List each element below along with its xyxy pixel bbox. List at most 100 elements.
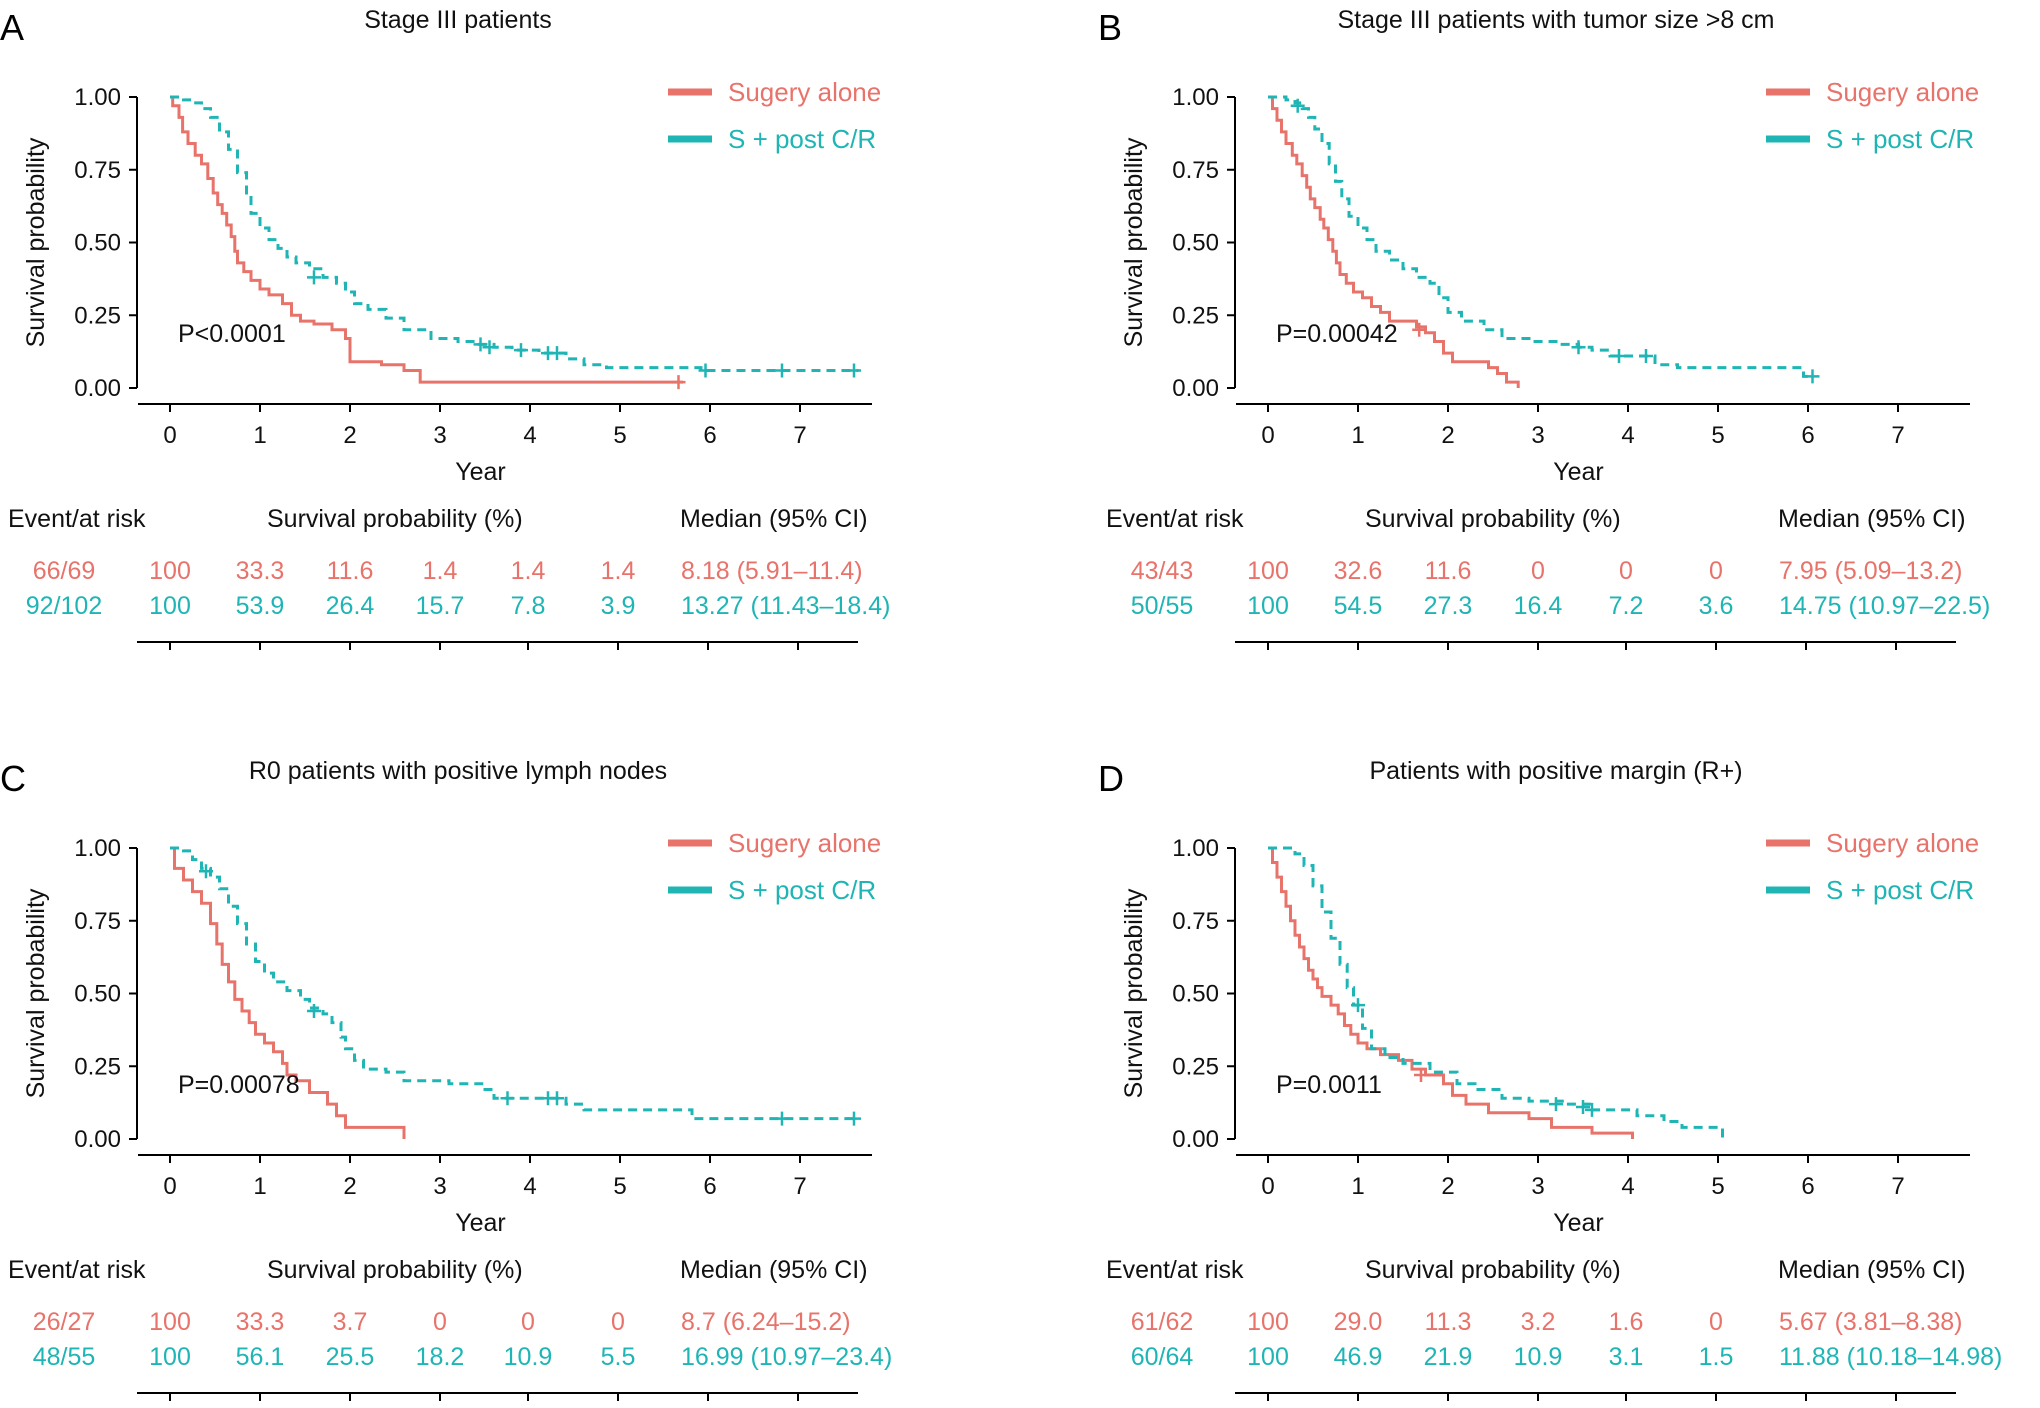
censor-mark <box>550 1091 564 1106</box>
x-tick-label: 4 <box>523 422 536 449</box>
y-tick-label: 0.00 <box>1172 1126 1219 1153</box>
y-tick-label: 0.75 <box>1172 157 1219 184</box>
y-axis-title: Survival probability <box>1120 137 1148 347</box>
table-event-cell: 61/62 <box>1131 1308 1194 1336</box>
censor-mark <box>1639 348 1653 363</box>
censor-mark <box>1414 1067 1428 1082</box>
table-event-cell: 66/69 <box>33 557 96 585</box>
x-tick-label: 2 <box>1441 422 1454 449</box>
x-tick-label: 5 <box>1711 1173 1724 1200</box>
table-survival-cell: 32.6 <box>1334 557 1383 585</box>
p-value: P=0.0011 <box>1276 1071 1382 1099</box>
table-survival-cell: 5.5 <box>601 1343 636 1371</box>
y-tick-label: 0.75 <box>74 908 121 935</box>
table-survival-cell: 46.9 <box>1334 1343 1383 1371</box>
series-line-surgery <box>170 95 683 384</box>
table-survival-cell: 1.4 <box>601 557 636 585</box>
censor-mark <box>307 1003 321 1018</box>
table-survival-cell: 3.7 <box>333 1308 368 1336</box>
panel-d: D Patients with positive margin (R+) 0.00 0… <box>1098 757 2002 1401</box>
table-survival-cell: 25.5 <box>326 1343 375 1371</box>
table-header-survival: Survival probability (%) <box>1365 1256 1621 1284</box>
y-tick-label: 0.00 <box>1172 375 1219 402</box>
table-survival-cell: 100 <box>149 557 191 585</box>
table-header-median: Median (95% CI) <box>680 505 868 533</box>
x-tick-label: 6 <box>703 1173 716 1200</box>
table-header-median: Median (95% CI) <box>680 1256 868 1284</box>
table-event-cell: 48/55 <box>33 1343 96 1371</box>
series-line-combined <box>1268 846 1724 1139</box>
censor-mark <box>698 363 713 378</box>
x-tick-label: 5 <box>1711 422 1724 449</box>
chart-title: R0 patients with positive lymph nodes <box>249 757 667 785</box>
x-tick-label: 4 <box>1621 422 1634 449</box>
censor-mark <box>847 363 861 378</box>
table-median-cell: 8.7 (6.24–15.2) <box>681 1308 851 1336</box>
censor-mark <box>473 337 488 352</box>
y-axis-title: Survival probability <box>22 137 50 347</box>
panel-letter: D <box>1098 758 1124 799</box>
x-tick-label: 6 <box>1801 1173 1814 1200</box>
table-survival-cell: 0 <box>1709 557 1723 585</box>
table-survival-cell: 26.4 <box>326 592 375 620</box>
y-tick-label: 0.25 <box>74 302 121 329</box>
table-survival-cell: 0 <box>1709 1308 1723 1336</box>
table-survival-cell: 0 <box>433 1308 447 1336</box>
panel-letter: A <box>0 7 24 48</box>
table-header-event: Event/at risk <box>1106 505 1244 533</box>
x-axis-title: Year <box>455 458 506 486</box>
y-tick-label: 0.50 <box>1172 230 1219 257</box>
table-header-median: Median (95% CI) <box>1778 505 1966 533</box>
table-survival-cell: 10.9 <box>504 1343 553 1371</box>
p-value: P=0.00042 <box>1276 320 1398 348</box>
table-survival-cell: 0 <box>1619 557 1633 585</box>
censor-mark <box>1576 1099 1590 1114</box>
table-event-cell: 26/27 <box>33 1308 96 1336</box>
y-tick-label: 1.00 <box>1172 835 1219 862</box>
table-header-event: Event/at risk <box>8 1256 146 1284</box>
table-header-survival: Survival probability (%) <box>267 505 523 533</box>
x-tick-label: 1 <box>253 422 266 449</box>
censor-mark <box>500 1091 515 1106</box>
x-tick-label: 1 <box>1351 422 1364 449</box>
y-tick-label: 0.25 <box>74 1053 121 1080</box>
table-survival-cell: 16.4 <box>1514 592 1563 620</box>
x-tick-label: 3 <box>1531 422 1544 449</box>
x-tick-label: 7 <box>1891 1173 1904 1200</box>
table-survival-cell: 100 <box>149 592 191 620</box>
legend-label: Sugery alone <box>728 828 881 858</box>
y-tick-label: 0.50 <box>74 230 121 257</box>
panel-letter: B <box>1098 7 1122 48</box>
legend-label: Sugery alone <box>1826 828 1979 858</box>
x-axis-title: Year <box>1553 458 1604 486</box>
y-axis-title: Survival probability <box>22 888 50 1098</box>
censor-mark <box>1805 369 1820 384</box>
x-tick-label: 3 <box>433 1173 446 1200</box>
table-survival-cell: 11.3 <box>1425 1308 1472 1336</box>
censor-mark <box>1585 1102 1599 1117</box>
censor-mark <box>775 363 789 378</box>
y-tick-label: 0.75 <box>1172 908 1219 935</box>
y-tick-label: 0.00 <box>74 1126 121 1153</box>
table-survival-cell: 3.2 <box>1521 1308 1556 1336</box>
y-tick-label: 1.00 <box>74 835 121 862</box>
x-tick-label: 1 <box>253 1173 266 1200</box>
table-survival-cell: 100 <box>1247 1308 1289 1336</box>
panel-a: A Stage III patients 0.00 0.25 0.50 0.75 1.00 S… <box>0 6 890 650</box>
y-tick-label: 0.50 <box>74 981 121 1008</box>
x-tick-label: 3 <box>1531 1173 1544 1200</box>
censor-mark <box>199 864 213 879</box>
table-survival-cell: 29.0 <box>1334 1308 1383 1336</box>
series-line-combined <box>170 846 859 1121</box>
table-median-cell: 16.99 (10.97–23.4) <box>681 1343 892 1371</box>
censor-mark <box>775 1111 789 1126</box>
table-survival-cell: 53.9 <box>236 592 285 620</box>
x-tick-label: 0 <box>163 422 176 449</box>
censor-mark <box>847 1111 861 1126</box>
table-survival-cell: 0 <box>611 1308 625 1336</box>
x-tick-label: 5 <box>613 1173 626 1200</box>
legend-label: S + post C/R <box>1826 875 1974 905</box>
x-tick-label: 7 <box>1891 422 1904 449</box>
table-survival-cell: 15.7 <box>416 592 465 620</box>
censor-mark <box>514 343 528 358</box>
